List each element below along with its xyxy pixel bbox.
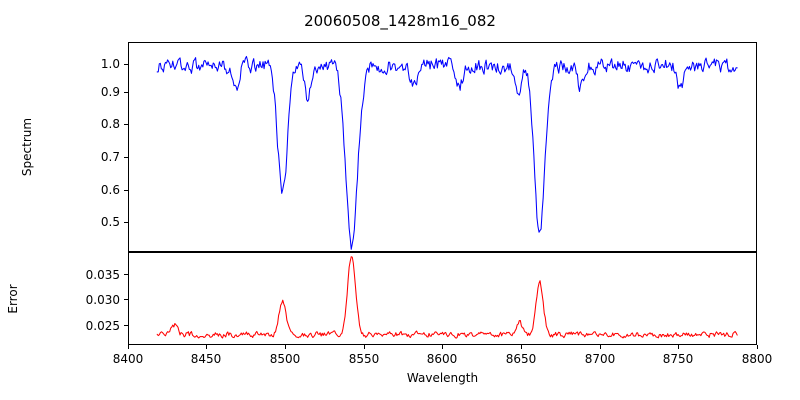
error-ytick-2: 0.030: [85, 293, 120, 307]
error-plot-area: [128, 252, 757, 345]
xtick-label-3: 8500: [269, 352, 301, 366]
xtick-label-4: 8550: [348, 352, 380, 366]
xtick-mark-9: [757, 345, 759, 349]
error-ytick-mark-1: [124, 274, 128, 276]
error-ytick-mark-3: [124, 325, 128, 327]
spectrum-ytick-mark-2: [124, 92, 128, 94]
spectrum-line-series: [156, 55, 738, 250]
x-axis-label: Wavelength: [406, 371, 479, 385]
xtick-mark-3: [285, 345, 287, 349]
xtick-mark-6: [521, 345, 523, 349]
xtick-mark-2: [206, 345, 208, 349]
error-ytick-labels: 0.035 0.030 0.025: [50, 0, 120, 400]
xtick-mark-8: [678, 345, 680, 349]
xtick-label-8: 8750: [662, 352, 694, 366]
spectrum-ytick-mark-1: [124, 64, 128, 66]
error-ytick-mark-2: [124, 299, 128, 301]
xtick-label-6: 8650: [505, 352, 537, 366]
spectrum-ytick-2: 0.9: [100, 85, 120, 99]
spectrum-ytick-6: 0.5: [100, 215, 120, 229]
xtick-label-2: 8450: [190, 352, 222, 366]
spectrum-ytick-mark-3: [124, 124, 128, 126]
spectrum-ytick-mark-4: [124, 157, 128, 159]
spectrum-y-axis-label: Spectrum: [20, 117, 34, 177]
error-ytick-1: 0.035: [85, 268, 120, 282]
spectrum-ytick-3: 0.8: [100, 117, 120, 131]
xtick-mark-5: [442, 345, 444, 349]
error-y-axis-label: Error: [6, 284, 20, 314]
xtick-label-7: 8700: [584, 352, 616, 366]
spectrum-ytick-mark-5: [124, 190, 128, 192]
error-ytick-3: 0.025: [85, 319, 120, 333]
error-line-series: [156, 256, 738, 339]
spectrum-ytick-5: 0.6: [100, 183, 120, 197]
xtick-label-9: 8800: [741, 352, 773, 366]
spectrum-ytick-1: 1.0: [100, 57, 120, 71]
xtick-label-5: 8600: [426, 352, 458, 366]
xtick-mark-1: [128, 345, 130, 349]
xtick-label-1: 8400: [112, 352, 144, 366]
spectrum-plot-area: [128, 42, 757, 252]
xtick-mark-7: [600, 345, 602, 349]
spectrum-ytick-4: 0.7: [100, 150, 120, 164]
figure-title: 20060508_1428m16_082: [304, 12, 496, 30]
xtick-mark-4: [364, 345, 366, 349]
spectrum-ytick-mark-6: [124, 222, 128, 224]
spectrum-ytick-labels: 1.0 0.9 0.8 0.7 0.6 0.5: [58, 0, 120, 400]
